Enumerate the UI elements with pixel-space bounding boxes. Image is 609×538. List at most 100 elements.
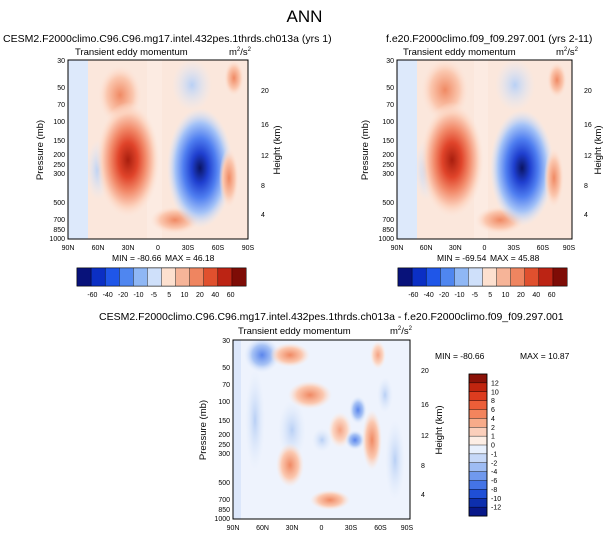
y-tick: 200	[218, 432, 230, 439]
colorbar-swatch	[217, 267, 233, 287]
colorbar-swatch	[411, 267, 427, 287]
colorbar-tick: -60	[408, 292, 418, 299]
y-tick: 500	[382, 200, 394, 207]
colorbar-tick: 4	[491, 416, 495, 423]
y2-tick: 4	[584, 212, 588, 219]
y2-tick: 12	[261, 153, 269, 160]
colorbar-tick: 20	[517, 292, 525, 299]
y2-axis-label: Height (km)	[434, 405, 445, 454]
colorbar: 12 10 8 6 4 2 1 0 -1 -2 -4 -6 -8 -10 -12	[468, 373, 501, 517]
x-tick: 90S	[563, 245, 576, 252]
panel-model: CESM2.F2000climo.C96.C96.mg17.intel.432p…	[3, 33, 332, 299]
panel-title: f.e20.F2000climo.f09_f09.297.001 (yrs 2-…	[386, 33, 592, 45]
y-tick: 300	[53, 171, 65, 178]
colorbar-swatch	[468, 489, 488, 499]
y-tick: 200	[53, 152, 65, 159]
colorbar-swatch	[468, 391, 488, 402]
y2-ticks: 20 16 12 8 4	[421, 368, 429, 499]
y-tick: 700	[218, 497, 230, 504]
units-label: m2/s2	[229, 47, 252, 58]
colorbar-swatch	[524, 267, 540, 287]
colorbar-swatch	[468, 498, 488, 508]
colorbar: -60 -40 -20 -10 -5 5 10 20 40 60	[397, 267, 568, 299]
colorbar-tick: -12	[491, 505, 501, 512]
x-tick: 0	[156, 245, 160, 252]
colorbar-tick: -2	[491, 460, 497, 467]
neg-jet-core	[490, 110, 554, 226]
colorbar-tick: -5	[151, 292, 157, 299]
colorbar-tick: 60	[548, 292, 556, 299]
colorbar-swatch	[468, 506, 488, 517]
colorbar-tick: -40	[424, 292, 434, 299]
colorbar-swatch	[468, 400, 488, 411]
x-tick: 90N	[391, 245, 404, 252]
colorbar-swatch	[440, 267, 455, 287]
x-tick: 30S	[507, 245, 520, 252]
y2-tick: 20	[261, 88, 269, 95]
colorbar-tick: -1	[491, 451, 497, 458]
y-tick: 850	[218, 507, 230, 514]
y2-tick: 12	[584, 153, 592, 160]
x-tick: 0	[320, 525, 324, 532]
plot-frame	[67, 59, 249, 240]
colorbar-tick: 5	[488, 292, 492, 299]
y-ticks: 30 50 70 100 150 200 250 300 500 700 850…	[49, 58, 65, 243]
neg-lobe-upper	[172, 60, 212, 111]
colorbar-swatch	[496, 267, 512, 287]
pos-jet-core	[96, 102, 160, 218]
colorbar-tick: 10	[502, 292, 510, 299]
colorbar-box	[468, 373, 488, 517]
colorbar-swatch	[468, 409, 488, 419]
contour-field	[233, 340, 410, 519]
y2-tick: 20	[421, 368, 429, 375]
y-axis-label: Pressure (mb)	[198, 400, 209, 460]
y2-tick: 16	[421, 402, 429, 409]
colorbar-swatch	[468, 427, 488, 437]
x-tick: 0	[483, 245, 487, 252]
y-tick: 150	[382, 138, 394, 145]
y-ticks: 30 50 70 100 150 200 250 300 500 700 850…	[378, 58, 394, 243]
colorbar-swatch	[175, 267, 191, 287]
x-ticks: 90N 60N 30N 0 30S 60S 90S	[62, 245, 255, 252]
colorbar-swatch	[468, 462, 488, 473]
y2-tick: 8	[261, 183, 265, 190]
y-tick: 250	[218, 442, 230, 449]
x-tick: 90S	[401, 525, 414, 532]
colorbar: -60 -40 -20 -10 -5 5 10 20 40 60	[76, 267, 247, 299]
y-tick: 100	[53, 119, 65, 126]
colorbar-tick: 8	[491, 398, 495, 405]
plot-frame	[232, 339, 411, 520]
colorbar-swatch	[468, 418, 488, 428]
plot-frame	[396, 59, 573, 240]
y-tick: 50	[57, 85, 65, 92]
colorbar-swatch	[468, 382, 488, 393]
colorbar-swatch	[468, 435, 488, 446]
x-tick: 90N	[227, 525, 240, 532]
y-tick: 70	[222, 382, 230, 389]
colorbar-tick: 5	[167, 292, 171, 299]
colorbar-tick: -40	[103, 292, 113, 299]
panel-subtitle: Transient eddy momentum	[238, 326, 351, 337]
y-tick: 500	[53, 200, 65, 207]
colorbar-tick: 10	[491, 389, 499, 396]
y-tick: 850	[53, 227, 65, 234]
colorbar-tick: -20	[118, 292, 128, 299]
y-tick: 50	[222, 365, 230, 372]
y2-axis-label: Height (km)	[593, 125, 604, 174]
y2-tick: 16	[584, 122, 592, 129]
y-tick: 1000	[214, 516, 230, 523]
figure-title: ANN	[287, 7, 323, 26]
y-tick: 250	[53, 162, 65, 169]
y-axis-label: Pressure (mb)	[35, 120, 46, 180]
y-tick: 500	[218, 480, 230, 487]
y2-tick: 4	[261, 212, 265, 219]
min-label: MIN = -80.66	[112, 253, 162, 263]
colorbar-tick: 2	[491, 425, 495, 432]
colorbar-tick: -60	[87, 292, 97, 299]
max-label: MAX = 45.88	[490, 253, 540, 263]
x-tick: 60N	[256, 525, 269, 532]
panel-title: CESM2.F2000climo.C96.C96.mg17.intel.432p…	[3, 33, 332, 45]
y-tick: 70	[57, 102, 65, 109]
y-tick: 300	[218, 451, 230, 458]
units-label: m2/s2	[556, 47, 579, 58]
